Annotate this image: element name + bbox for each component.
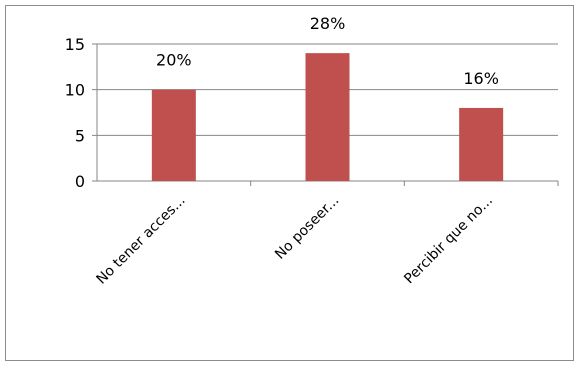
bars [151,53,504,182]
bar [459,107,504,181]
category-labels: No tener acces... No poseer... Percibir qu… [94,193,496,288]
data-label: 16% [463,69,499,88]
y-tick-label: 5 [75,126,85,145]
bar [151,89,196,181]
bar [305,53,350,182]
category-label: No tener acces... [94,193,189,288]
data-label: 20% [156,51,192,70]
data-labels: 20% 28% 16% [156,14,499,88]
category-label: Percibir que no... [401,193,496,288]
y-tick-label: 15 [65,35,85,54]
data-label: 28% [310,14,346,33]
y-tick-labels: 0 5 10 15 [65,35,85,191]
category-label: No poseer... [272,193,342,263]
y-tick-label: 10 [65,81,85,100]
y-tick-label: 0 [75,172,85,191]
chart-frame [5,5,574,361]
